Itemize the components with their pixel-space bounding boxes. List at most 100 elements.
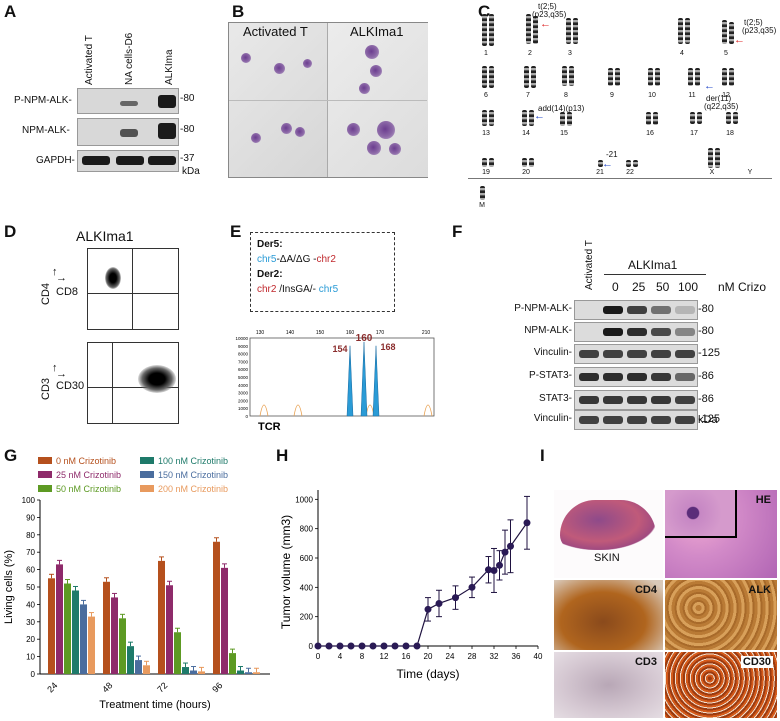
tile-cd4: CD4 [554, 580, 663, 650]
x-tick-label: 210 [422, 330, 431, 336]
panel-h-label: H [276, 446, 289, 465]
bar [166, 585, 173, 674]
data-point [336, 642, 344, 650]
y-tick-label: 10 [26, 653, 35, 662]
dose-0: 0 [612, 280, 619, 294]
tcr-peak [346, 345, 354, 417]
bar [72, 590, 79, 674]
f-size-marker: -125 [698, 413, 721, 425]
f-band [627, 373, 647, 381]
f-kda-unit: kDa [698, 414, 718, 426]
lane-label-activated-t: Activated T [84, 35, 95, 85]
x-tick-label: 24 [446, 652, 455, 661]
arrow-up-icon: ↑ [52, 266, 58, 278]
y-tick-label: 30 [26, 618, 35, 627]
chromosome-number-11: 11 [688, 92, 696, 99]
y-tick-label: 200 [300, 613, 314, 622]
chromosome-number-5: 5 [724, 50, 728, 57]
chromosome-number-21: 21 [596, 169, 604, 176]
arrow-right-icon: → [56, 272, 67, 284]
x-tick-label: 48 [100, 680, 114, 694]
bar [111, 597, 118, 674]
f-band [603, 306, 623, 314]
f-size-marker: -86 [698, 370, 714, 382]
f-band [579, 373, 599, 381]
tumor-growth-chart: 0 200 400 600 800 1000 0 4 8 12 16 20 24 28 32 36 40 Time… [279, 490, 543, 681]
f-blot-row [574, 300, 698, 320]
panel-f-label: F [452, 222, 463, 241]
axis-label-cd30: CD30 [56, 380, 85, 392]
x-tick-label: 20 [424, 652, 433, 661]
tile-he: HE [665, 490, 777, 578]
data-point [424, 605, 432, 613]
f-band [627, 416, 647, 424]
chromosome-number-13: 13 [482, 130, 490, 137]
data-point [490, 566, 498, 574]
f-blot-row [574, 322, 698, 342]
x-axis-label: Time (days) [397, 667, 460, 681]
marker-peak [423, 404, 433, 417]
dose-25: 25 [632, 280, 646, 294]
x-tick-label: 0 [316, 652, 321, 661]
y-tick-label: 8000 [238, 352, 249, 357]
tile-label-cd3: CD3 [634, 656, 657, 668]
x-tick-label: 72 [155, 680, 169, 694]
annotation-add14: add(14)(p13) [538, 104, 585, 113]
f-blot-row [574, 367, 698, 387]
x-axis-label: TCR [258, 421, 281, 433]
der2-junction: /InsGA/- [276, 284, 319, 295]
der5-title: Der5: [257, 239, 283, 250]
y-tick-label: 80 [26, 531, 35, 540]
marker-peak [259, 404, 269, 417]
der2-title: Der2: [257, 269, 283, 280]
data-point [325, 642, 333, 650]
kda-unit: kDa [182, 166, 200, 177]
data-point [347, 642, 355, 650]
x-tick-label: 140 [286, 330, 295, 336]
legend-swatch [140, 471, 154, 478]
f-band [627, 396, 647, 404]
lane-label-na-cells: NA cells-D6 [124, 32, 135, 85]
legend-label: 100 nM Crizotinib [158, 456, 228, 466]
bar [245, 672, 252, 674]
tile-cd30: CD30 [665, 652, 777, 718]
f-band [651, 373, 671, 381]
axis-label-cd4: CD4 [40, 282, 52, 305]
f-size-marker: -80 [698, 325, 714, 337]
f-blot-row [574, 390, 698, 410]
der5-chr5: chr5 [257, 254, 277, 265]
chromosome-number-16: 16 [646, 130, 654, 137]
axis-label-cd8: CD8 [56, 286, 79, 298]
data-point [369, 642, 377, 650]
cytospin-image [228, 22, 428, 178]
f-row-label: STAT3- [539, 393, 572, 404]
data-point [468, 583, 476, 591]
plot-frame [249, 337, 435, 417]
f-band [579, 350, 599, 358]
der-junction-box: Der5: chr5-ΔA/ΔG -chr2 Der2: chr2 /InsGA… [250, 232, 395, 312]
bar [174, 632, 181, 674]
x-axis-label: Treatment time (hours) [99, 699, 210, 711]
y-tick-label: 4000 [238, 383, 249, 388]
tile-label-he: HE [755, 494, 771, 506]
x-tick-label: 96 [210, 680, 224, 694]
y-tick-label: 50 [26, 583, 35, 592]
tile-alk: ALK [665, 580, 777, 650]
x-tick-label: 36 [512, 652, 521, 661]
f-size-marker: -80 [698, 303, 714, 315]
tile-cd3: CD3 [554, 652, 663, 718]
row-label-npm-alk: NPM-ALK- [22, 125, 70, 136]
chromosome-number-3: 3 [568, 50, 572, 57]
f-row-label: P-STAT3- [529, 370, 572, 381]
chromosome-number-1: 1 [484, 50, 488, 57]
blue-arrow-icon: ← [602, 158, 613, 170]
der5-chr2: chr2 [316, 254, 336, 265]
f-band [675, 328, 695, 336]
y-tick-label: 600 [300, 554, 314, 563]
micrograph-title-activated-t: Activated T [243, 24, 308, 39]
f-band [651, 416, 671, 424]
chromosome-number-19: 19 [482, 169, 490, 176]
chromosome-number-9: 9 [610, 92, 614, 99]
chromosome-m: M [479, 202, 485, 209]
f-blot-row [574, 410, 698, 430]
